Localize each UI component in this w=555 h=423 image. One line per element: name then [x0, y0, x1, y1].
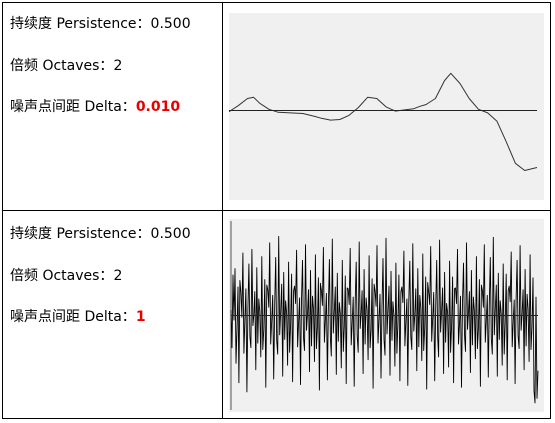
noise-chart-2 — [229, 219, 544, 412]
delta-label: 噪声点间距 Delta： — [10, 99, 136, 115]
delta-value: 1 — [135, 309, 146, 325]
row2-persistence: 持续度 Persistence：0.500 — [10, 225, 191, 243]
row2-delta: 噪声点间距 Delta：1 — [10, 308, 146, 326]
persistence-value: 0.500 — [150, 16, 191, 32]
noise-chart-1 — [229, 13, 544, 200]
persistence-label: 持续度 Persistence： — [10, 16, 151, 32]
comparison-table — [2, 2, 551, 419]
row1-delta: 噪声点间距 Delta：0.010 — [10, 98, 180, 116]
persistence-label: 持续度 Persistence： — [10, 226, 151, 242]
row1-octaves: 倍频 Octaves：2 — [10, 57, 122, 75]
table-divider-horizontal — [3, 210, 550, 211]
noise-series-line — [230, 235, 539, 404]
noise-chart-1-svg — [229, 72, 538, 171]
noise-series-line — [229, 72, 538, 171]
octaves-value: 2 — [113, 58, 123, 74]
octaves-value: 2 — [113, 268, 123, 284]
delta-value: 0.010 — [135, 99, 181, 115]
noise-chart-2-svg — [230, 221, 539, 410]
octaves-label: 倍频 Octaves： — [10, 58, 114, 74]
row1-persistence: 持续度 Persistence：0.500 — [10, 15, 191, 33]
octaves-label: 倍频 Octaves： — [10, 268, 114, 284]
persistence-value: 0.500 — [150, 226, 191, 242]
row2-octaves: 倍频 Octaves：2 — [10, 267, 122, 285]
delta-label: 噪声点间距 Delta： — [10, 309, 136, 325]
